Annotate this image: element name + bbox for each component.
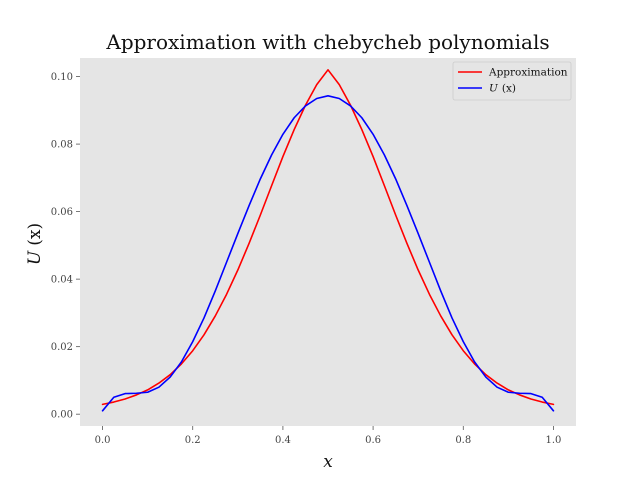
x-tick-label: 0.4 (275, 435, 291, 446)
y-axis-label-rest: (x) (25, 223, 45, 246)
y-tick-label: 0.06 (51, 207, 73, 218)
x-tick-label: 1.0 (546, 435, 562, 446)
y-tick-label: 0.02 (51, 342, 73, 353)
y-axis-ticks: 0.00 0.02 0.04 0.06 0.08 0.10 (51, 72, 80, 421)
y-tick-label: 0.10 (51, 72, 73, 83)
legend-box (452, 61, 572, 101)
plot-area (80, 58, 576, 426)
legend-label-u-italic: U (489, 83, 499, 95)
x-tick-label: 0.0 (95, 435, 111, 446)
x-tick-label: 0.8 (455, 435, 471, 446)
x-tick-label: 0.6 (365, 435, 381, 446)
x-tick-label: 0.2 (185, 435, 201, 446)
chart-title: Approximation with chebycheb polynomials (105, 30, 549, 54)
series-line-u-x (101, 95, 555, 412)
legend-label-approximation: Approximation (488, 67, 568, 79)
y-axis-label: U (x) (25, 223, 45, 265)
y-tick-label: 0.00 (51, 410, 73, 421)
x-axis-label: x (323, 452, 333, 472)
y-tick-label: 0.08 (51, 140, 73, 151)
x-axis-ticks: 0.0 0.2 0.4 0.6 0.8 1.0 (95, 426, 562, 446)
series-layer (101, 69, 555, 412)
legend-label-u-rest: (x) (502, 83, 516, 95)
legend-label-u-x: U (x) (489, 83, 516, 95)
y-tick-label: 0.04 (51, 275, 73, 286)
y-axis-label-italic: U (25, 250, 45, 265)
legend: Approximation U (x) (452, 61, 572, 101)
